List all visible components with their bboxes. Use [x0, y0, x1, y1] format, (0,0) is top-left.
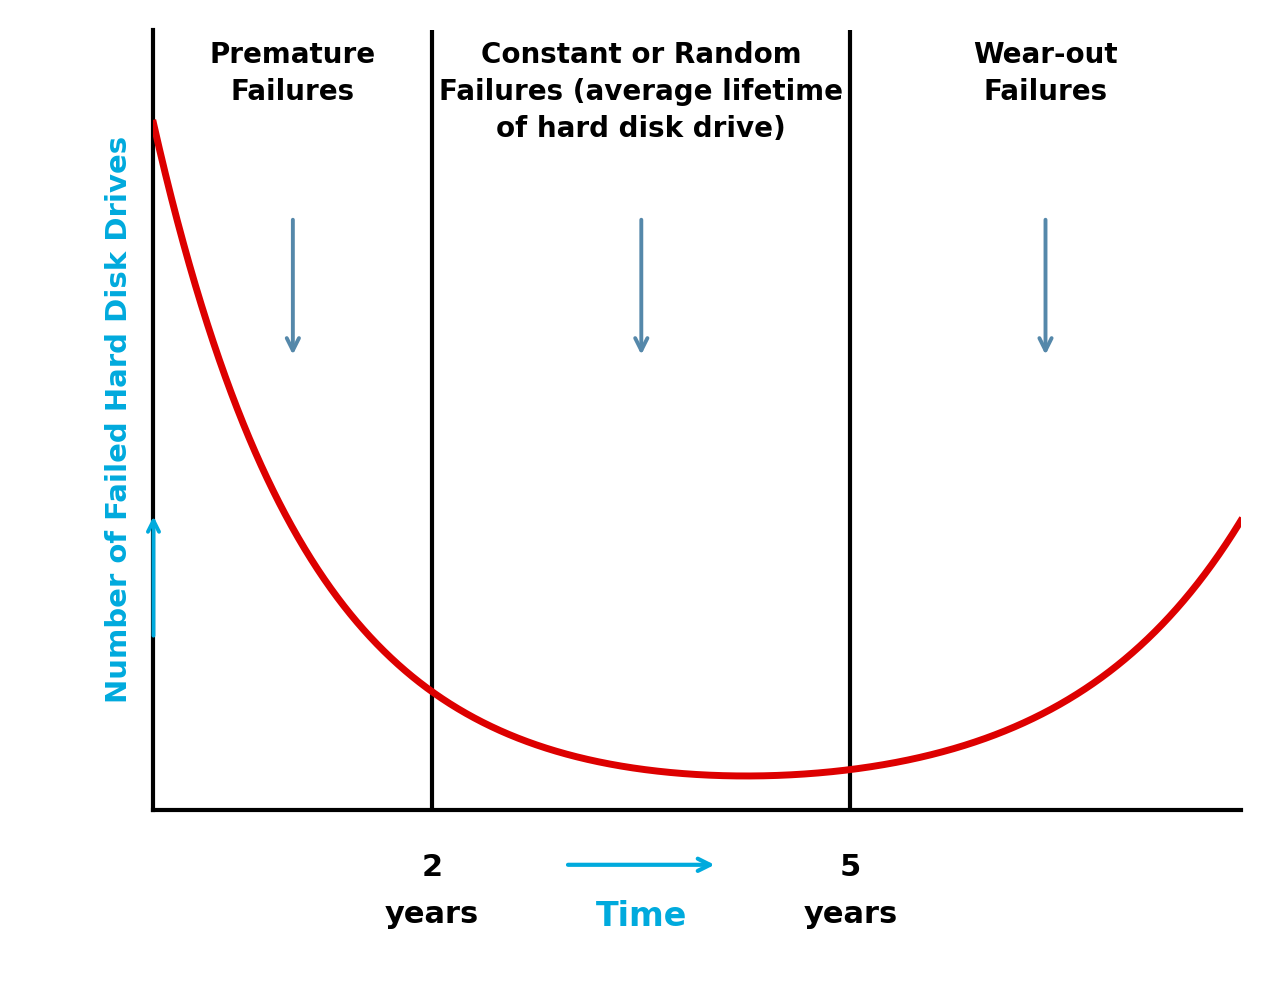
- Text: 2: 2: [422, 853, 443, 882]
- Text: Time: Time: [596, 900, 687, 933]
- Y-axis label: Number of Failed Hard Disk Drives: Number of Failed Hard Disk Drives: [105, 136, 133, 703]
- Text: years: years: [803, 900, 898, 929]
- Text: Constant or Random
Failures (average lifetime
of hard disk drive): Constant or Random Failures (average lif…: [439, 41, 843, 143]
- Text: years: years: [385, 900, 480, 929]
- Text: 5: 5: [840, 853, 861, 882]
- Text: Premature
Failures: Premature Failures: [210, 41, 376, 106]
- Text: Wear-out
Failures: Wear-out Failures: [973, 41, 1118, 106]
